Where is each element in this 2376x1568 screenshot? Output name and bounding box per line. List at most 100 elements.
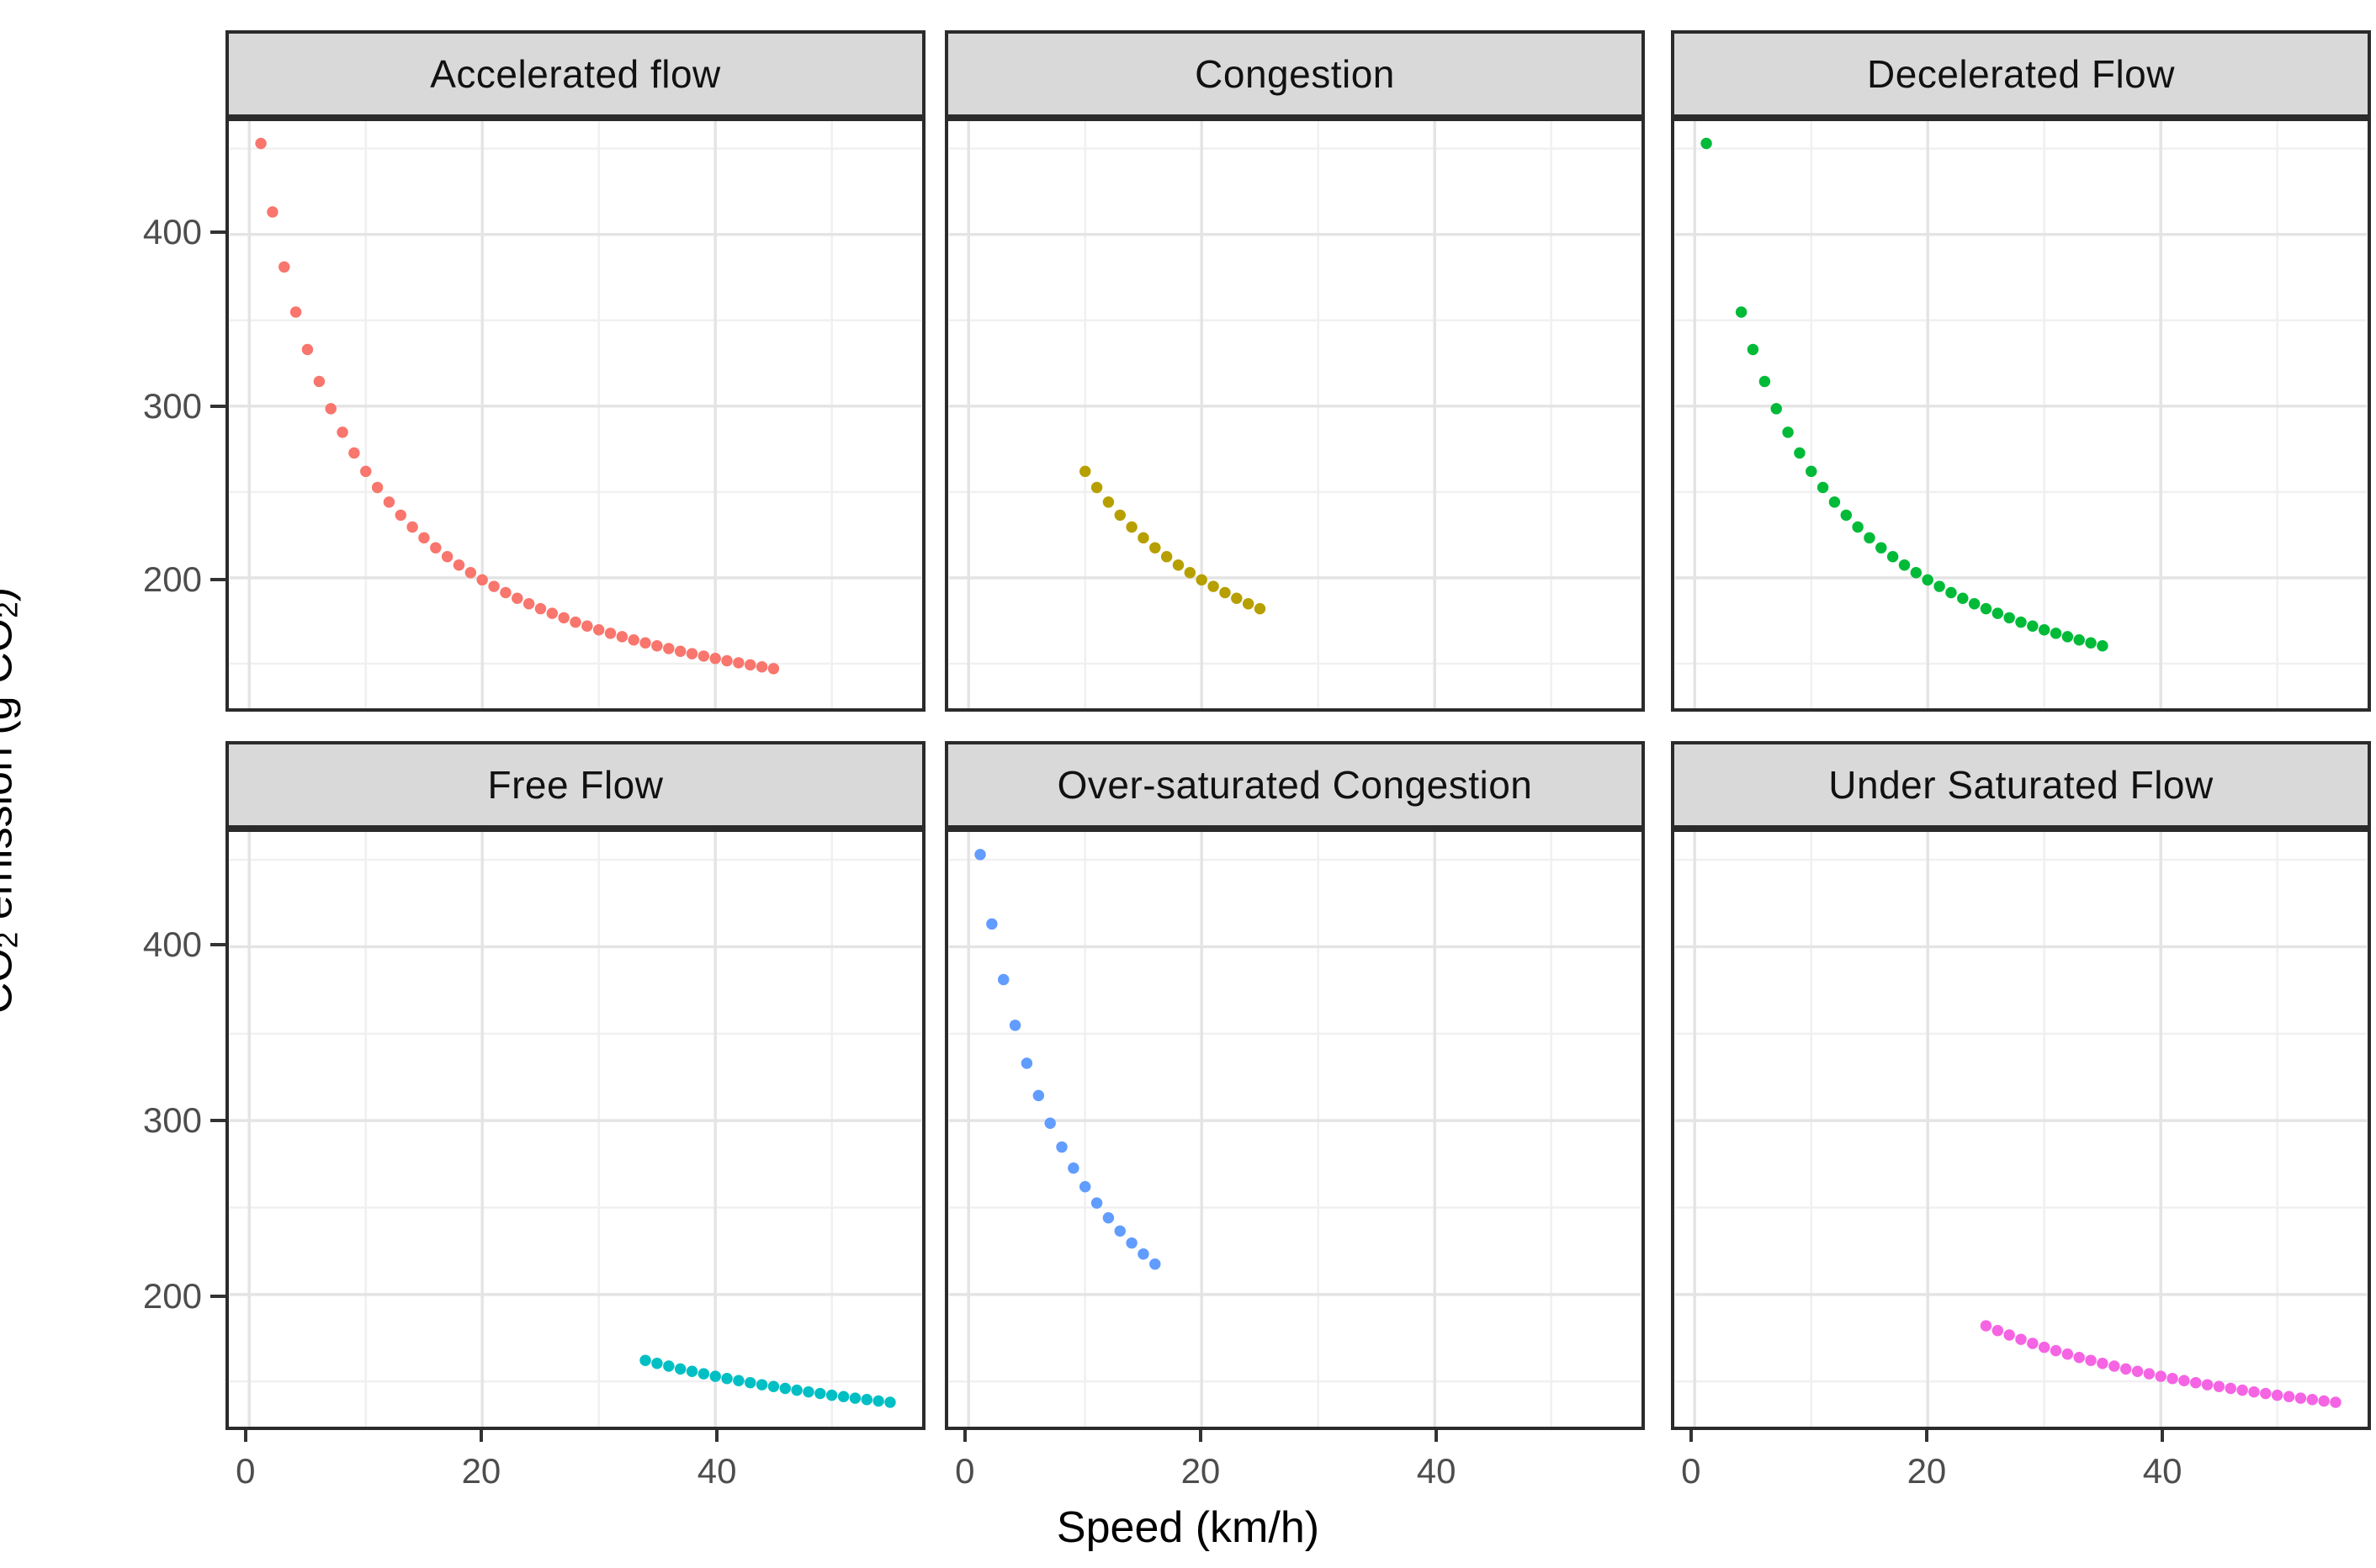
data-point [348, 447, 360, 459]
data-point [1242, 598, 1254, 610]
data-point [861, 1394, 873, 1406]
data-point [1968, 598, 1981, 610]
facet-strip: Congestion [945, 30, 1645, 118]
data-point [1044, 1117, 1056, 1130]
x-tick-label: 40 [1416, 1451, 1456, 1491]
data-point [2236, 1384, 2248, 1396]
data-point [1138, 532, 1149, 544]
data-point [872, 1395, 884, 1407]
data-point [1910, 567, 1923, 579]
scatter-plot-canvas [948, 121, 1641, 708]
data-point [2283, 1391, 2295, 1402]
data-point [837, 1391, 850, 1402]
scatter-plot-canvas [229, 121, 922, 708]
data-point [974, 849, 986, 861]
y-axis-title: CO2 emission (g CO2) [0, 373, 25, 1014]
facet-title: Free Flow [487, 763, 664, 807]
data-point [1102, 496, 1115, 508]
data-point [1090, 481, 1103, 494]
data-point [697, 1368, 710, 1380]
x-axis-tick [243, 1430, 247, 1442]
data-point [1875, 542, 1887, 554]
data-point [464, 567, 477, 579]
x-axis-tick [1924, 1430, 1928, 1442]
data-point [534, 602, 547, 615]
data-point [1922, 574, 1933, 586]
data-point [651, 640, 663, 652]
x-axis-tick [1198, 1430, 1202, 1442]
y-tick-label: 200 [142, 1276, 202, 1316]
data-point [2061, 1348, 2074, 1360]
data-point [1735, 306, 1748, 318]
facet-strip: Over-saturated Congestion [945, 741, 1645, 829]
data-point [2260, 1387, 2272, 1400]
data-point [697, 650, 710, 662]
data-point [2108, 1360, 2120, 1372]
scatter-plot-canvas [948, 832, 1641, 1427]
data-point [581, 620, 593, 632]
x-tick-label: 40 [2142, 1451, 2182, 1491]
data-point [2061, 631, 2074, 643]
data-point [592, 624, 605, 636]
data-point [1126, 1237, 1138, 1249]
data-point [1700, 137, 1712, 150]
data-point [1114, 509, 1127, 522]
data-point [767, 663, 780, 675]
data-point [1207, 580, 1219, 592]
data-point [2073, 1352, 2085, 1364]
data-point [1886, 551, 1899, 563]
data-point [1794, 447, 1806, 459]
x-tick-label: 0 [955, 1451, 975, 1491]
data-point [2119, 1363, 2132, 1375]
data-point [289, 306, 302, 318]
facet-strip: Free Flow [225, 741, 925, 829]
facet-strip: Decelerated Flow [1671, 30, 2371, 118]
data-point [2131, 1365, 2144, 1377]
data-point [639, 637, 651, 649]
plot-area-congestion [945, 118, 1645, 712]
data-point [686, 1365, 698, 1377]
data-point [1758, 375, 1771, 388]
data-point [2330, 1396, 2342, 1408]
data-point [2318, 1395, 2330, 1407]
data-point [1816, 481, 1829, 494]
y-tick-label: 400 [142, 924, 202, 964]
plot-area-free-flow [225, 829, 925, 1430]
data-point [2038, 1341, 2050, 1353]
data-point [441, 551, 453, 563]
data-point [2085, 1354, 2097, 1366]
data-point [546, 607, 559, 619]
y-tick-label: 200 [142, 559, 202, 600]
data-point [674, 1363, 687, 1375]
x-tick-label: 40 [697, 1451, 737, 1491]
facet-strip: Accelerated flow [225, 30, 925, 118]
data-point [325, 403, 337, 415]
data-point [2003, 612, 2015, 624]
data-point [2097, 1358, 2108, 1369]
data-point [1138, 1248, 1149, 1260]
data-point [1056, 1141, 1068, 1153]
data-point [791, 1384, 803, 1396]
data-point [1991, 607, 2004, 619]
data-point [1254, 602, 1266, 615]
data-point [2015, 1333, 2027, 1345]
y-tick-label: 300 [142, 1100, 202, 1141]
data-point [1840, 509, 1853, 522]
data-point [651, 1358, 663, 1369]
data-point [733, 657, 745, 669]
data-point [767, 1380, 780, 1392]
data-point [604, 628, 617, 639]
data-point [803, 1385, 814, 1398]
data-point [1090, 1197, 1103, 1209]
data-point [997, 973, 1010, 986]
x-tick-label: 0 [236, 1451, 256, 1491]
data-point [2225, 1382, 2237, 1395]
data-point [2248, 1385, 2260, 1398]
x-tick-label: 20 [1180, 1451, 1221, 1491]
y-axis-tick [210, 404, 225, 408]
data-point [986, 918, 998, 930]
data-point [1806, 465, 1817, 478]
y-axis-tick [210, 578, 225, 582]
plot-area-decelerated-flow [1671, 118, 2371, 712]
